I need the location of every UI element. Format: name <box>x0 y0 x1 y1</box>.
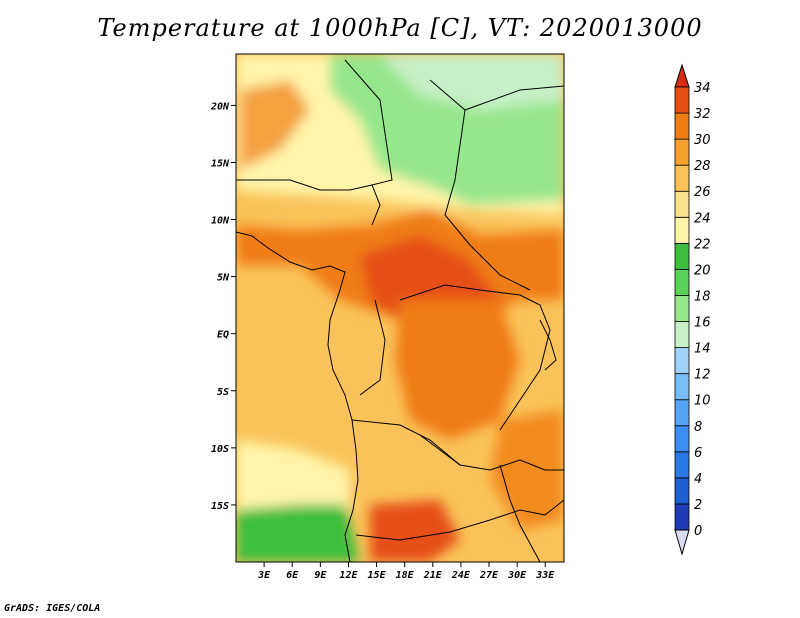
x-tick-label: 6E <box>286 570 299 581</box>
colorbar-label: 22 <box>694 237 711 252</box>
colorbar-over-triangle <box>674 63 690 88</box>
x-tick-label: 12E <box>339 570 358 581</box>
colorbar-label: 12 <box>694 368 711 383</box>
x-tick-label: 24E <box>451 570 471 581</box>
colorbar-label: 8 <box>694 420 702 435</box>
colorbar-swatch <box>674 451 690 479</box>
field-north-cool <box>380 54 564 110</box>
y-tick-label: 10N <box>211 216 230 227</box>
field-sahara-orange <box>240 80 310 170</box>
colorbar-label: 34 <box>694 81 711 96</box>
x-tick-label: 21E <box>423 570 443 581</box>
field-south-atlantic-light <box>236 440 350 520</box>
colorbar-label: 10 <box>694 394 711 409</box>
colorbar-swatch <box>674 347 690 375</box>
x-axis: 3E 6E 9E 12E 15E 18E 21E 24E 27E 30E 33E <box>257 562 555 581</box>
colorbar-label: 6 <box>694 446 702 461</box>
y-axis: 20N 15N 10N 5N EQ 5S 10S 15S <box>210 101 236 512</box>
colorbar-label: 20 <box>694 263 711 278</box>
y-tick-label: 15S <box>211 501 229 512</box>
x-tick-label: 9E <box>314 570 327 581</box>
y-tick-label: 20N <box>210 101 230 112</box>
map-title: Temperature at 1000hPa [C], VT: 20200130… <box>97 14 703 42</box>
field-very-hot-core <box>360 235 500 320</box>
colorbar-swatch <box>674 269 690 296</box>
colorbar-label: 32 <box>694 107 711 122</box>
colorbar-label: 0 <box>694 524 702 539</box>
colorbar-label: 30 <box>694 133 711 148</box>
field-south-green <box>236 505 360 562</box>
colorbar-swatch <box>674 503 690 531</box>
colorbar-swatch <box>674 242 690 270</box>
colorbar-swatch <box>674 295 690 322</box>
x-tick-label: 27E <box>479 570 499 581</box>
colorbar-swatch <box>674 164 690 192</box>
temperature-field <box>236 54 564 562</box>
colorbar-label: 28 <box>694 159 711 174</box>
x-tick-label: 18E <box>396 570 415 581</box>
colorbar-label: 2 <box>694 498 702 513</box>
colorbar-swatch <box>674 373 690 401</box>
colorbar-swatch <box>674 216 690 244</box>
x-tick-label: 33E <box>535 570 555 581</box>
grads-credit: GrADS: IGES/COLA <box>4 603 101 614</box>
y-tick-label: 5N <box>217 273 230 284</box>
colorbar-swatch <box>674 138 690 166</box>
colorbar-label: 14 <box>694 342 711 357</box>
field-east-orange <box>490 410 564 530</box>
colorbar-swatch <box>674 86 690 114</box>
colorbar-label: 16 <box>694 316 711 331</box>
map-frame <box>235 53 565 563</box>
y-tick-label: 5S <box>217 387 229 398</box>
x-tick-label: 15E <box>368 570 387 581</box>
y-tick-label: 15N <box>211 158 230 169</box>
y-tick-label: EQ <box>217 330 229 341</box>
x-tick-label: 30E <box>507 570 527 581</box>
field-south-hot <box>370 500 460 562</box>
colorbar-swatch <box>674 477 690 505</box>
colorbar-under-triangle <box>674 529 690 556</box>
colorbar-label: 24 <box>694 211 711 226</box>
colorbar-label: 4 <box>694 472 702 487</box>
field-congo-hot <box>395 300 520 440</box>
country-borders <box>236 59 564 562</box>
colorbar-swatch <box>674 425 690 453</box>
colorbar-swatch <box>674 321 690 348</box>
y-tick-label: 10S <box>211 444 229 455</box>
x-tick-label: 3E <box>257 570 271 581</box>
colorbar-swatch <box>674 399 690 427</box>
colorbar-swatch <box>674 112 690 140</box>
colorbar-label: 26 <box>694 185 711 200</box>
colorbar-label: 18 <box>694 289 711 304</box>
colorbar-swatch <box>674 190 690 218</box>
